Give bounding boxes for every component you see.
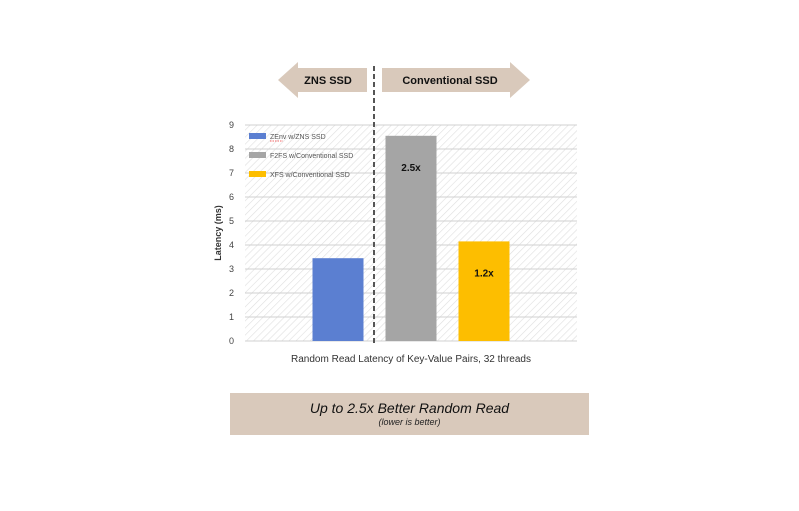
legend: ZEnv w/ZNS SSD F2FS w/Conventional SSD X… [249, 133, 353, 179]
y-tick-label: 0 [229, 336, 234, 346]
y-axis-label: Latency (ms) [213, 205, 223, 261]
y-tick-label: 3 [229, 264, 234, 274]
bar-1 [312, 258, 364, 341]
y-tick-label: 4 [229, 240, 234, 250]
bar-data-labels: 2.5x 1.2x [401, 163, 494, 280]
legend-entry-f2fs: F2FS w/Conventional SSD [270, 153, 353, 160]
y-tick-label: 7 [229, 168, 234, 178]
bar-3 [458, 241, 510, 341]
banner-subtitle: (lower is better) [378, 417, 441, 427]
y-tick-label: 8 [229, 144, 234, 154]
y-tick-label: 2 [229, 288, 234, 298]
legend-entry-zenv: ZEnv w/ZNS SSD [270, 134, 326, 141]
y-tick-label: 5 [229, 216, 234, 226]
arrow-left-label: ZNS SSD [304, 75, 352, 87]
y-tick-label: 1 [229, 312, 234, 322]
arrow-right-shape [382, 62, 530, 98]
legend-entry-xfs: XFS w/Conventional SSD [270, 172, 350, 179]
banner-title: Up to 2.5x Better Random Read [309, 400, 510, 416]
bar-data-label: 2.5x [401, 163, 421, 174]
bar-2 [385, 135, 437, 341]
arrow-right-label: Conventional SSD [402, 75, 497, 87]
legend-swatch-f2fs [249, 152, 266, 158]
bars [312, 135, 510, 341]
y-tick-labels: 0 1 2 3 4 5 6 7 8 9 [229, 120, 234, 346]
bar-data-label: 1.2x [474, 268, 494, 279]
summary-banner: Up to 2.5x Better Random Read (lower is … [230, 393, 589, 435]
x-axis-label: Random Read Latency of Key-Value Pairs, … [291, 354, 531, 365]
legend-swatch-xfs [249, 171, 266, 177]
y-tick-label: 6 [229, 192, 234, 202]
arrow-left-shape [278, 62, 367, 98]
y-tick-label: 9 [229, 120, 234, 130]
legend-swatch-zenv [249, 133, 266, 139]
